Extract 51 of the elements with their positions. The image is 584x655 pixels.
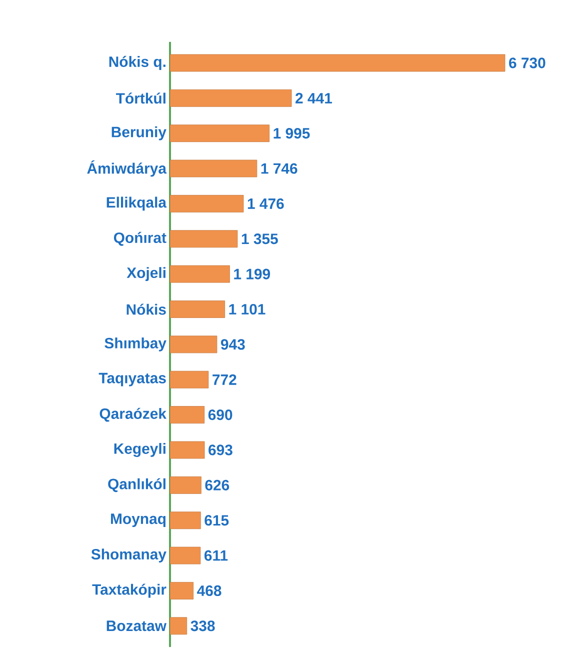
data-label: 943	[220, 339, 245, 350]
bar	[170, 441, 205, 459]
bar	[170, 476, 202, 494]
bar	[170, 194, 244, 212]
y-tick-label: Nókis q.	[109, 56, 166, 70]
data-label: 615	[204, 515, 229, 526]
data-label: 6 730	[509, 58, 546, 68]
y-tick-label: Tórtkúl	[116, 92, 166, 104]
bar	[170, 54, 506, 72]
bar	[170, 300, 225, 318]
data-label: 338	[190, 620, 215, 632]
y-tick-label: Ellikqala	[106, 196, 167, 211]
y-tick-label: Taqıyatas	[98, 372, 166, 386]
bar	[170, 230, 238, 248]
data-label: 626	[205, 480, 230, 490]
bar	[170, 406, 205, 424]
y-tick-label: Qaraózek	[100, 408, 166, 422]
bar	[170, 89, 292, 107]
bar	[170, 124, 270, 142]
data-label: 1 995	[274, 128, 310, 139]
bar	[170, 617, 188, 635]
data-label: 1 476	[248, 198, 284, 209]
bar	[170, 582, 194, 600]
bar	[170, 370, 209, 388]
bar	[170, 512, 201, 530]
y-tick-label: Bozataw	[106, 620, 166, 632]
data-label: 2 441	[296, 92, 332, 104]
data-label: 693	[208, 444, 232, 456]
y-tick-label: Qońırat	[114, 232, 166, 246]
y-tick-label: Qanlıkól	[108, 478, 166, 492]
y-tick-label: Nókis	[126, 304, 166, 315]
bar	[170, 546, 201, 564]
y-tick-label: Ámiwdárya	[87, 160, 167, 177]
data-label: 1 199	[234, 268, 270, 280]
data-label: 611	[204, 550, 228, 561]
y-tick-label: Beruniy	[112, 126, 166, 140]
y-tick-label: Taxtakópir	[92, 584, 166, 598]
bar	[170, 265, 230, 283]
y-tick-label: Kegeyli	[114, 442, 166, 457]
bar	[170, 160, 258, 178]
y-tick-label: Shımbay	[104, 337, 166, 352]
data-label: 1 355	[242, 234, 278, 244]
data-label: 468	[197, 585, 222, 596]
y-tick-label: Shomanay	[91, 548, 166, 562]
data-label: 690	[208, 409, 232, 420]
y-tick-label: Xojeli	[126, 267, 166, 282]
data-label: 1 101	[229, 304, 266, 315]
y-tick-label: Moynaq	[111, 514, 166, 528]
bar	[170, 336, 218, 354]
data-label: 1 746	[261, 163, 298, 174]
data-label: 772	[212, 374, 236, 385]
